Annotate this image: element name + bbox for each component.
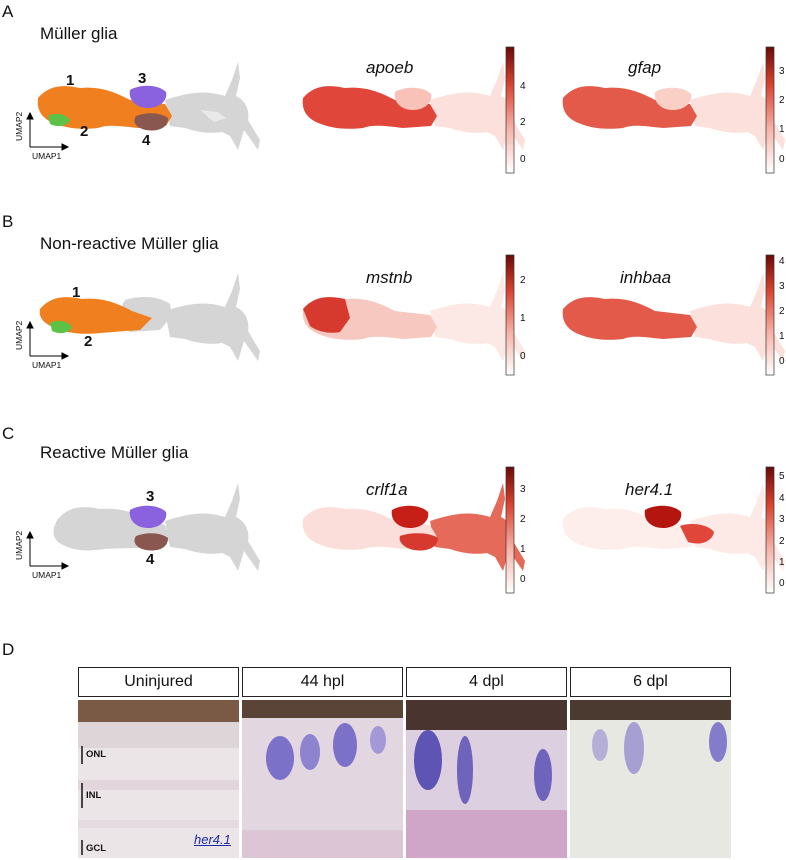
colorbar-crlf1a [505,466,515,594]
expr-umap-apoeb [302,62,525,150]
panel-letter-a: A [2,2,14,21]
tick: 1 [520,313,526,324]
colorbar-apoeb [505,46,515,174]
tick: 5 [779,471,785,482]
tick: 2 [520,514,526,525]
umap-ylabel-b: UMAP2 [14,320,24,350]
gene-label-inhbaa: inhbaa [620,268,672,287]
condition-header-4dpl: 4 dpl [406,667,567,697]
layer-label-gcl: GCL [86,843,107,854]
panel-letter-d: D [2,640,15,659]
row-title-a: Müller glia [40,24,118,43]
cluster-label-1: 1 [72,284,81,301]
condition-header-44hpl: 44 hpl [242,667,403,697]
umap-ylabel-c: UMAP2 [14,530,24,560]
row-title-c: Reactive Müller glia [40,443,189,462]
tick: 3 [779,66,785,77]
umap-clusters-a [37,62,260,150]
gene-label-her4-1: her4.1 [625,480,674,499]
tick: 3 [779,514,785,525]
umap-xlabel-b: UMAP1 [32,360,62,370]
tick: 0 [779,154,785,165]
cluster-label-4: 4 [142,132,151,149]
tick: 4 [779,256,785,267]
tick: 1 [779,557,785,568]
cluster-label-1: 1 [66,72,75,89]
condition-header-6dpl: 6 dpl [570,667,731,697]
layer-label-inl: INL [86,790,102,801]
gene-label-mstnb: mstnb [366,268,413,287]
tick: 4 [520,81,526,92]
expr-umap-gfap [562,62,785,150]
colorbar-her4-1 [765,466,775,594]
panel-letter-b: B [2,212,14,231]
tick: 2 [779,95,785,106]
cluster-label-2: 2 [80,123,89,140]
umap-row-b [26,254,785,376]
gene-label-gfap: gfap [628,58,662,77]
umap-row-a [26,46,785,174]
panel-letter-c: C [2,424,15,443]
gene-label-apoeb: apoeb [366,58,414,77]
colorbar-gfap [765,46,775,174]
umap-row-c [26,466,785,594]
micrographs [78,700,731,858]
tick: 2 [520,117,526,128]
micrograph-4dpl [406,700,567,858]
cluster-label-2: 2 [84,333,93,350]
tick: 4 [779,493,785,504]
tick: 3 [779,281,785,292]
tick: 2 [779,536,785,547]
micrograph-uninjured [78,700,239,858]
cluster-label-4: 4 [146,551,155,568]
umap-axes-a [26,111,70,151]
tick: 2 [779,306,785,317]
row-title-b: Non-reactive Müller glia [40,234,219,253]
colorbar-inhbaa [765,254,775,376]
cluster-label-3: 3 [138,70,147,87]
micrograph-6dpl [570,700,731,858]
umap-axes-c [26,530,70,570]
tick: 2 [520,275,526,286]
layer-label-onl: ONL [86,749,107,760]
cluster-label-3: 3 [146,488,155,505]
probe-label-her4-1: her4.1 [194,832,231,847]
tick: 0 [520,574,526,585]
tick: 0 [779,578,785,589]
tick: 3 [520,484,526,495]
tick: 0 [779,356,785,367]
umap-ylabel-a: UMAP2 [14,111,24,141]
tick: 1 [779,331,785,342]
tick: 0 [520,351,526,362]
condition-header-uninjured: Uninjured [78,667,239,697]
micrograph-44hpl [242,700,403,858]
tick: 1 [520,544,526,555]
gene-label-crlf1a: crlf1a [366,480,408,499]
tick: 0 [520,154,526,165]
umap-axes-b [26,320,70,360]
colorbar-mstnb [505,254,515,376]
umap-xlabel-c: UMAP1 [32,570,62,580]
umap-xlabel-a: UMAP1 [32,151,62,161]
tick: 1 [779,124,785,135]
